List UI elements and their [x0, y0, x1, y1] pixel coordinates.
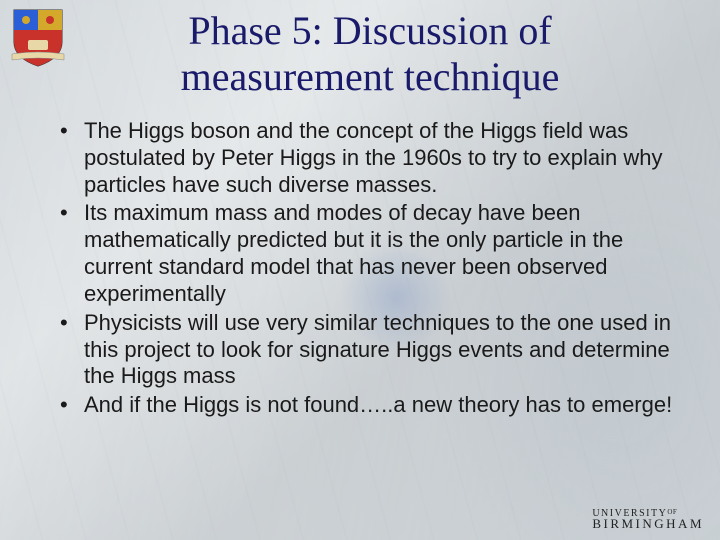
bullet-item: Its maximum mass and modes of decay have… [56, 200, 676, 307]
university-logo: UNIVERSITYOF BIRMINGHAM [592, 509, 704, 530]
bullet-item: The Higgs boson and the concept of the H… [56, 118, 676, 198]
bullet-item: And if the Higgs is not found…..a new th… [56, 392, 676, 419]
bullet-item: Physicists will use very similar techniq… [56, 310, 676, 390]
logo-birmingham-text: BIRMINGHAM [592, 518, 704, 530]
slide-title: Phase 5: Discussion of measurement techn… [80, 8, 660, 100]
university-crest-icon [10, 6, 66, 70]
logo-of-text: OF [667, 508, 677, 516]
bullet-list: The Higgs boson and the concept of the H… [20, 118, 700, 419]
